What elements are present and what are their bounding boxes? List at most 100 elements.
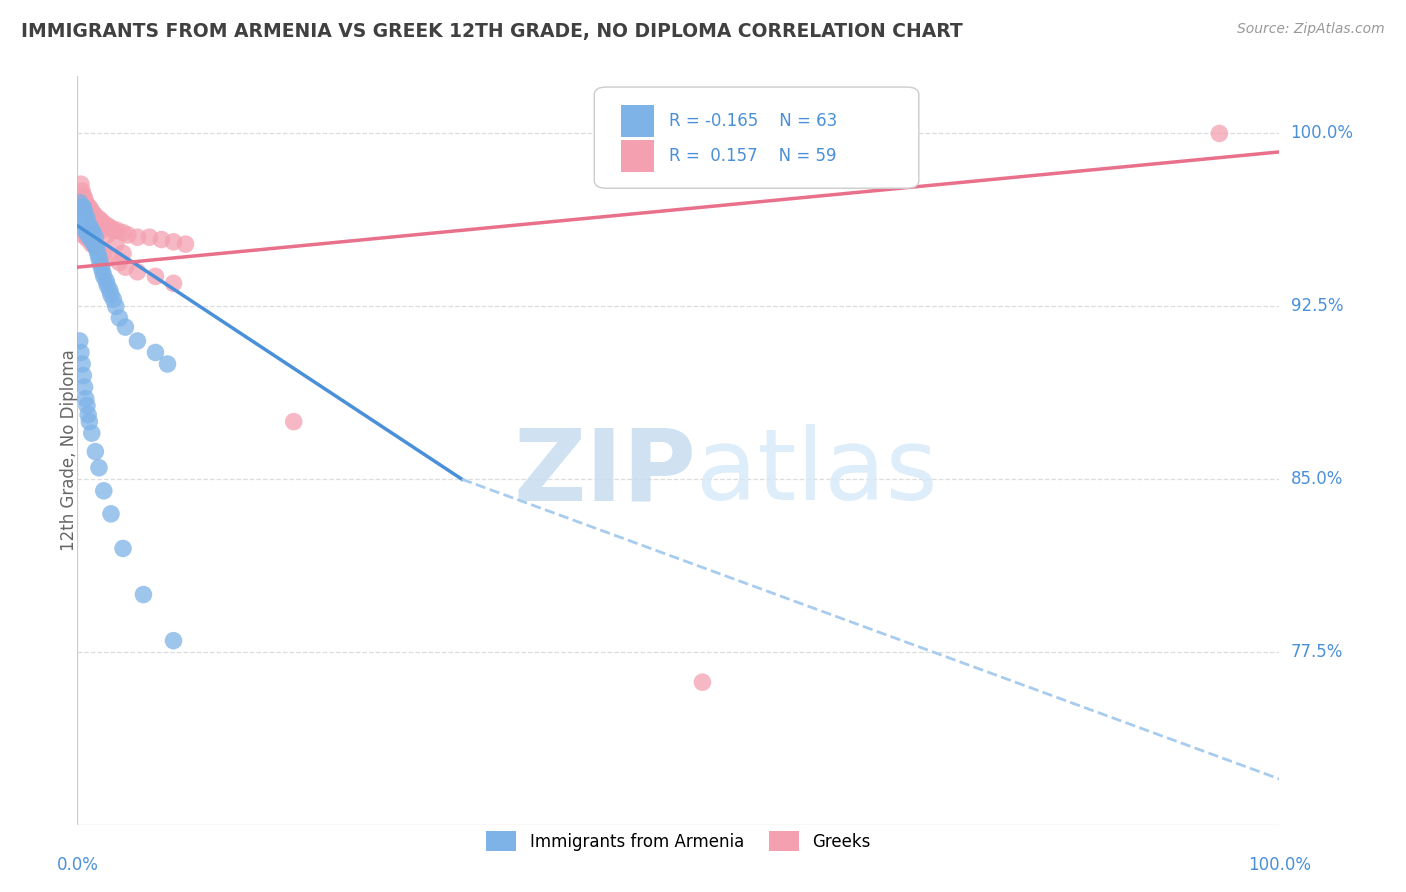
- Point: [76, 198, 98, 212]
- Point: [82, 226, 104, 240]
- Point: [75, 230, 97, 244]
- Point: [70, 357, 93, 371]
- Point: [114, 260, 136, 275]
- Point: [69, 195, 91, 210]
- Point: [79, 415, 101, 429]
- Text: R = -0.165    N = 63: R = -0.165 N = 63: [669, 112, 837, 129]
- Point: [132, 588, 155, 602]
- Point: [100, 221, 122, 235]
- Point: [70, 184, 93, 198]
- Point: [93, 269, 115, 284]
- Point: [84, 230, 107, 244]
- Point: [72, 200, 94, 214]
- Point: [1208, 127, 1230, 141]
- Text: 100.0%: 100.0%: [1249, 855, 1310, 873]
- Point: [93, 483, 115, 498]
- Text: IMMIGRANTS FROM ARMENIA VS GREEK 12TH GRADE, NO DIPLOMA CORRELATION CHART: IMMIGRANTS FROM ARMENIA VS GREEK 12TH GR…: [21, 22, 963, 41]
- Point: [90, 223, 112, 237]
- Point: [84, 239, 107, 253]
- Text: atlas: atlas: [696, 425, 938, 522]
- Point: [75, 195, 97, 210]
- Legend: Immigrants from Armenia, Greeks: Immigrants from Armenia, Greeks: [479, 824, 877, 858]
- Point: [692, 675, 714, 690]
- Point: [80, 204, 103, 219]
- Point: [100, 288, 122, 302]
- Point: [70, 223, 93, 237]
- Point: [96, 219, 118, 233]
- Point: [96, 227, 118, 242]
- Point: [77, 200, 100, 214]
- Point: [90, 260, 112, 275]
- Point: [75, 210, 97, 224]
- Point: [96, 274, 118, 288]
- Point: [82, 207, 104, 221]
- FancyBboxPatch shape: [595, 87, 920, 188]
- Point: [76, 399, 98, 413]
- Point: [127, 334, 149, 348]
- Point: [70, 200, 93, 214]
- Point: [103, 293, 125, 307]
- Point: [79, 230, 101, 244]
- Point: [104, 299, 127, 313]
- Point: [156, 357, 179, 371]
- Point: [87, 211, 110, 226]
- Point: [79, 219, 101, 233]
- Point: [162, 633, 184, 648]
- Point: [79, 200, 101, 214]
- Point: [73, 214, 96, 228]
- Point: [145, 269, 167, 284]
- Point: [70, 214, 93, 228]
- Point: [127, 230, 149, 244]
- Point: [73, 200, 96, 214]
- Text: R =  0.157    N = 59: R = 0.157 N = 59: [669, 147, 837, 165]
- Point: [174, 237, 197, 252]
- Point: [77, 219, 100, 233]
- Text: ZIP: ZIP: [513, 425, 696, 522]
- Point: [138, 230, 160, 244]
- Point: [77, 233, 100, 247]
- Point: [114, 320, 136, 334]
- Point: [80, 237, 103, 252]
- Point: [117, 227, 139, 242]
- Point: [72, 210, 94, 224]
- Point: [79, 210, 101, 224]
- Point: [111, 226, 134, 240]
- Point: [105, 223, 128, 237]
- Point: [86, 211, 108, 226]
- Point: [103, 223, 125, 237]
- Point: [82, 214, 104, 228]
- Point: [87, 242, 110, 256]
- Point: [72, 188, 94, 202]
- Point: [70, 200, 93, 214]
- Point: [83, 237, 105, 252]
- Point: [72, 219, 94, 233]
- Point: [72, 368, 94, 383]
- Point: [87, 460, 110, 475]
- Point: [73, 204, 96, 219]
- Point: [75, 219, 97, 233]
- Point: [100, 251, 122, 265]
- Point: [80, 233, 103, 247]
- Point: [84, 210, 107, 224]
- Text: 92.5%: 92.5%: [1291, 297, 1343, 316]
- Point: [98, 283, 121, 297]
- Text: 85.0%: 85.0%: [1291, 470, 1343, 488]
- Point: [76, 204, 98, 219]
- Point: [127, 265, 149, 279]
- Point: [150, 233, 173, 247]
- Point: [87, 246, 110, 260]
- Bar: [620, 105, 654, 136]
- Point: [111, 541, 134, 556]
- Point: [84, 444, 107, 458]
- Point: [86, 242, 108, 256]
- Text: 100.0%: 100.0%: [1291, 125, 1354, 143]
- Point: [145, 345, 167, 359]
- Point: [69, 334, 91, 348]
- Point: [90, 214, 112, 228]
- Y-axis label: 12th Grade, No Diploma: 12th Grade, No Diploma: [60, 350, 77, 551]
- Point: [72, 227, 94, 242]
- Point: [70, 345, 93, 359]
- Point: [73, 223, 96, 237]
- Point: [100, 507, 122, 521]
- Text: 0.0%: 0.0%: [56, 855, 98, 873]
